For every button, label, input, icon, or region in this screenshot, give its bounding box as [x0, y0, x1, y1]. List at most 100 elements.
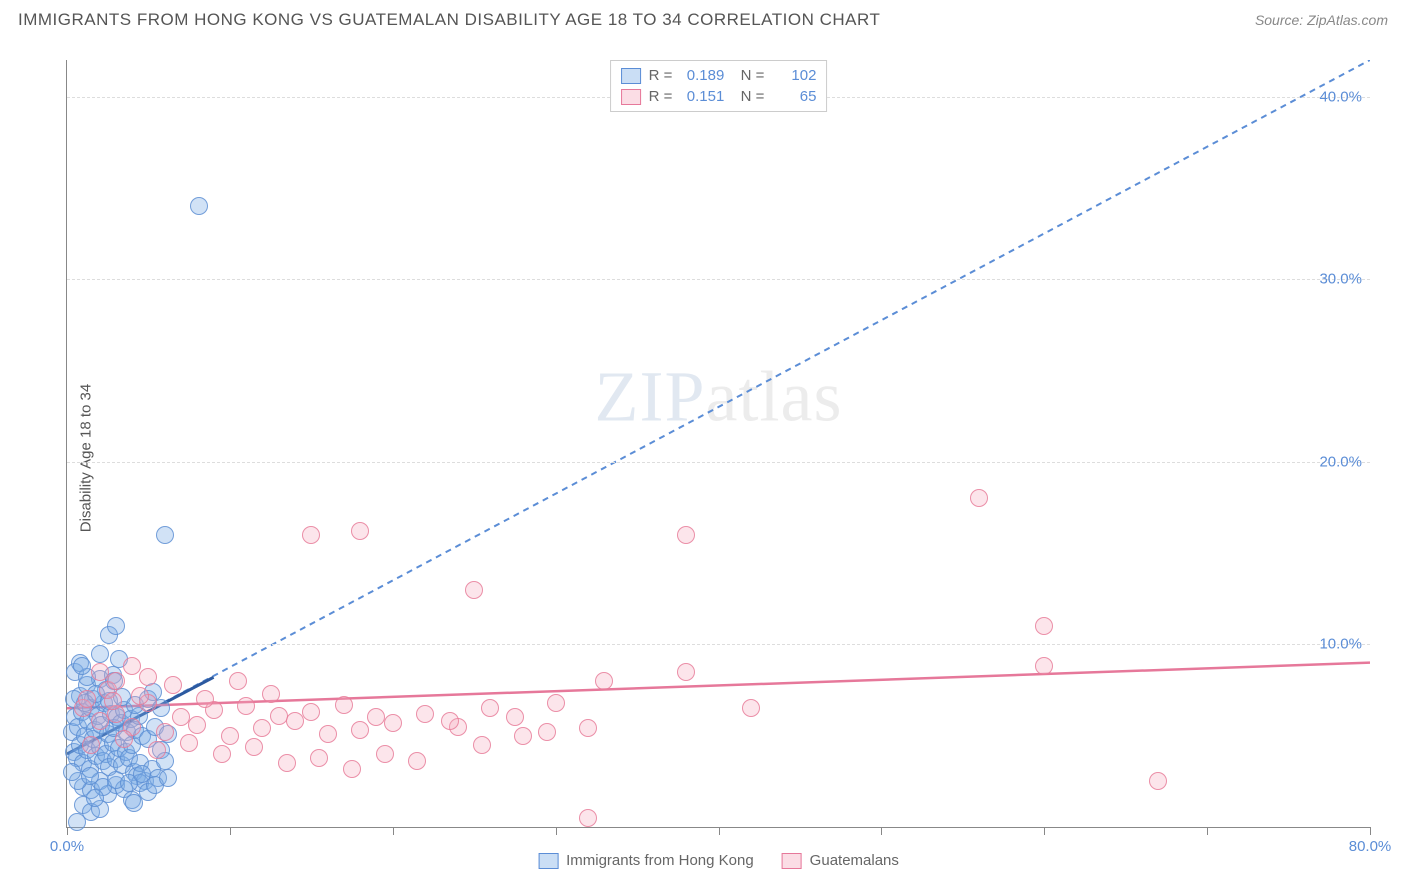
- data-point-gt: [416, 705, 434, 723]
- data-point-gt: [104, 692, 122, 710]
- data-point-hk: [68, 813, 86, 831]
- xtick: [1044, 827, 1045, 835]
- data-point-gt: [384, 714, 402, 732]
- data-point-gt: [408, 752, 426, 770]
- data-point-gt: [82, 736, 100, 754]
- xtick-minor: [556, 827, 557, 835]
- data-point-gt: [310, 749, 328, 767]
- data-point-gt: [148, 741, 166, 759]
- trend-line-hk: [67, 60, 1370, 754]
- swatch-blue-icon: [538, 853, 558, 869]
- data-point-gt: [156, 723, 174, 741]
- legend-row-gt: R = 0.151 N = 65: [621, 86, 817, 107]
- data-point-gt: [970, 489, 988, 507]
- legend-hk-n: 102: [772, 67, 816, 84]
- legend-stats: R = 0.189 N = 102 R = 0.151 N = 65: [610, 60, 828, 112]
- data-point-gt: [1035, 657, 1053, 675]
- data-point-gt: [196, 690, 214, 708]
- data-point-gt: [78, 690, 96, 708]
- data-point-gt: [367, 708, 385, 726]
- data-point-hk: [91, 645, 109, 663]
- data-point-hk: [63, 763, 81, 781]
- legend-gt-n: 65: [772, 88, 816, 105]
- data-point-gt: [91, 712, 109, 730]
- xtick: [393, 827, 394, 835]
- data-point-gt: [123, 657, 141, 675]
- ytick-label: 30.0%: [1319, 271, 1362, 288]
- data-point-gt: [164, 676, 182, 694]
- xtick: [719, 827, 720, 835]
- legend-r-label: R =: [649, 67, 673, 84]
- data-point-gt: [335, 696, 353, 714]
- data-point-gt: [481, 699, 499, 717]
- gridline: [67, 279, 1370, 280]
- data-point-gt: [237, 697, 255, 715]
- data-point-hk: [190, 197, 208, 215]
- data-point-gt: [245, 738, 263, 756]
- data-point-gt: [595, 672, 613, 690]
- data-point-hk: [156, 526, 174, 544]
- swatch-pink-icon: [621, 89, 641, 105]
- data-point-gt: [441, 712, 459, 730]
- data-point-gt: [180, 734, 198, 752]
- legend-bottom: Immigrants from Hong Kong Guatemalans: [538, 852, 899, 869]
- data-point-gt: [253, 719, 271, 737]
- data-point-gt: [286, 712, 304, 730]
- data-point-gt: [302, 526, 320, 544]
- ytick-label: 10.0%: [1319, 636, 1362, 653]
- data-point-gt: [677, 526, 695, 544]
- data-point-gt: [1035, 617, 1053, 635]
- swatch-pink-icon: [782, 853, 802, 869]
- data-point-gt: [351, 522, 369, 540]
- data-point-gt: [107, 672, 125, 690]
- chart-title: IMMIGRANTS FROM HONG KONG VS GUATEMALAN …: [18, 10, 880, 30]
- swatch-blue-icon: [621, 68, 641, 84]
- gridline: [67, 462, 1370, 463]
- watermark: ZIPatlas: [595, 356, 843, 439]
- data-point-gt: [131, 687, 149, 705]
- data-point-gt: [319, 725, 337, 743]
- xtick-minor: [1207, 827, 1208, 835]
- legend-bottom-hk: Immigrants from Hong Kong: [538, 852, 754, 869]
- data-point-gt: [579, 719, 597, 737]
- data-point-gt: [343, 760, 361, 778]
- trend-line-gt: [67, 663, 1370, 709]
- chart-container: Disability Age 18 to 34 R = 0.189 N = 10…: [18, 42, 1388, 874]
- data-point-hk: [86, 789, 104, 807]
- legend-r-label: R =: [649, 88, 673, 105]
- watermark-a: ZIP: [595, 357, 706, 437]
- ytick-label: 40.0%: [1319, 88, 1362, 105]
- legend-n-label: N =: [732, 88, 764, 105]
- data-point-gt: [188, 716, 206, 734]
- legend-row-hk: R = 0.189 N = 102: [621, 65, 817, 86]
- data-point-gt: [278, 754, 296, 772]
- plot-area: R = 0.189 N = 102 R = 0.151 N = 65 ZIPat…: [66, 60, 1370, 828]
- data-point-gt: [579, 809, 597, 827]
- data-point-gt: [1149, 772, 1167, 790]
- xtick-minor: [881, 827, 882, 835]
- data-point-gt: [538, 723, 556, 741]
- data-point-gt: [115, 730, 133, 748]
- data-point-gt: [213, 745, 231, 763]
- data-point-gt: [91, 663, 109, 681]
- data-point-gt: [270, 707, 288, 725]
- data-point-gt: [514, 727, 532, 745]
- data-point-gt: [351, 721, 369, 739]
- watermark-b: atlas: [706, 357, 843, 437]
- trend-lines: [67, 60, 1370, 827]
- data-point-gt: [506, 708, 524, 726]
- data-point-gt: [742, 699, 760, 717]
- data-point-gt: [262, 685, 280, 703]
- data-point-hk: [159, 769, 177, 787]
- data-point-gt: [229, 672, 247, 690]
- data-point-gt: [465, 581, 483, 599]
- legend-hk-r: 0.189: [680, 67, 724, 84]
- legend-n-label: N =: [732, 67, 764, 84]
- gridline: [67, 644, 1370, 645]
- data-point-gt: [302, 703, 320, 721]
- data-point-gt: [172, 708, 190, 726]
- data-point-hk: [73, 657, 91, 675]
- legend-bottom-gt-label: Guatemalans: [810, 852, 899, 869]
- data-point-hk: [107, 617, 125, 635]
- data-point-gt: [376, 745, 394, 763]
